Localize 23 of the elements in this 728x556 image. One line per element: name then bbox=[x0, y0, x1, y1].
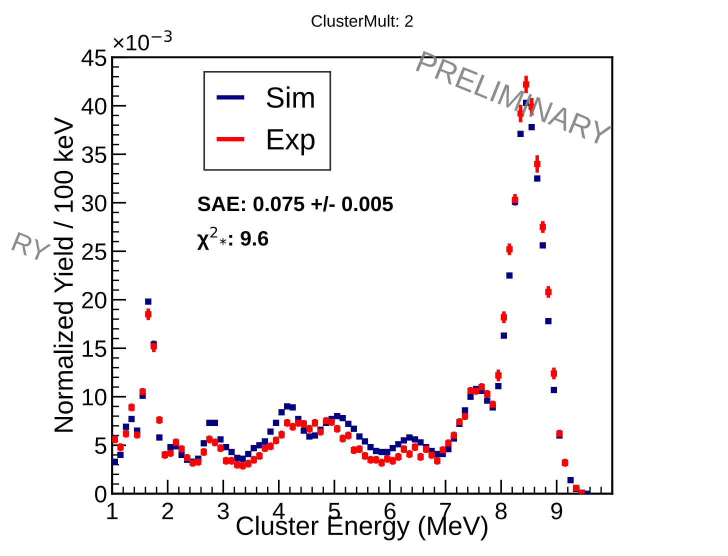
y-axis-title: Normalized Yield / 100 keV bbox=[54, 117, 73, 432]
legend-label: Sim bbox=[266, 86, 314, 108]
y-tick-label: 45 bbox=[82, 50, 106, 66]
y-tick-label: 25 bbox=[82, 243, 106, 260]
y-tick-label: 40 bbox=[82, 98, 106, 115]
annotation: χ$^{2}$$_{*}$: 9.6 bbox=[197, 226, 268, 250]
y-tick-label: 10 bbox=[82, 388, 106, 406]
x-tick-label: 3 bbox=[218, 502, 229, 520]
x-tick-label: 9 bbox=[551, 502, 562, 520]
x-tick-label: 1 bbox=[107, 502, 118, 520]
y-tick-label: 35 bbox=[82, 146, 106, 164]
y-tick-label: 15 bbox=[82, 340, 106, 358]
chart-title: ClusterMult: 2 bbox=[312, 14, 413, 27]
x-tick-label: 2 bbox=[162, 502, 174, 520]
text: ×10$^{−3}$ bbox=[114, 30, 172, 51]
annotation: SAE: 0.075 +/- 0.005 bbox=[198, 196, 393, 212]
y-tick-label: 0 bbox=[95, 486, 106, 503]
legend-label: Exp bbox=[268, 129, 314, 156]
y-tick-label: 20 bbox=[82, 292, 106, 309]
x-tick-label: 8 bbox=[496, 502, 507, 520]
text: RY bbox=[11, 232, 52, 263]
y-tick-label: 30 bbox=[82, 194, 106, 212]
y-tick-label: 5 bbox=[95, 438, 106, 454]
